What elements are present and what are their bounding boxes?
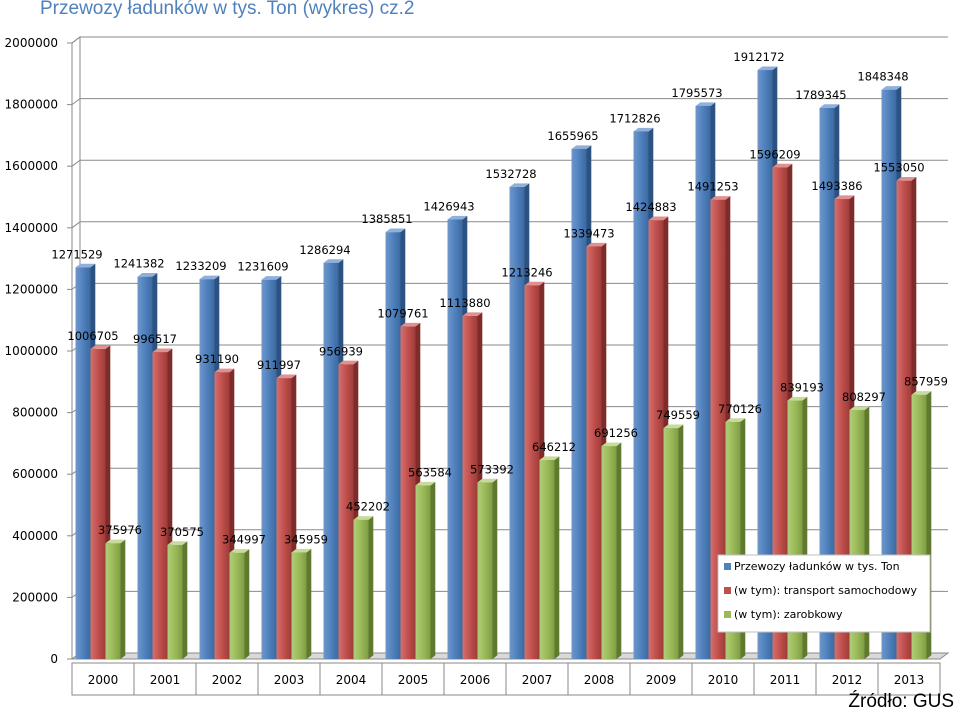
data-label: 1079761 bbox=[377, 306, 428, 320]
bar bbox=[663, 424, 684, 659]
legend: Przewozy ładunków w tys. Ton (w tym): tra… bbox=[717, 554, 931, 633]
data-label: 1912172 bbox=[733, 50, 784, 64]
data-label: 1231609 bbox=[237, 260, 288, 274]
legend-entry: Przewozy ładunków w tys. Ton bbox=[734, 560, 900, 573]
data-label: 1532728 bbox=[485, 167, 536, 181]
data-label: 1113880 bbox=[439, 296, 490, 310]
x-tick-label: 2004 bbox=[336, 673, 367, 687]
chart-title: Przewozy ładunków w tys. Ton (wykres) cz… bbox=[40, 0, 415, 19]
data-label: 1213246 bbox=[501, 265, 552, 279]
data-label: 1795573 bbox=[671, 86, 722, 100]
bar bbox=[477, 478, 498, 659]
data-label: 1712826 bbox=[609, 111, 660, 125]
y-tick-label: 0 bbox=[50, 652, 58, 666]
y-tick-label: 1600000 bbox=[5, 159, 58, 173]
data-label: 770126 bbox=[718, 402, 762, 416]
bars bbox=[75, 66, 932, 660]
bar bbox=[539, 456, 560, 659]
legend-entry: (w tym): transport samochodowy bbox=[734, 584, 918, 597]
data-label: 956939 bbox=[319, 344, 363, 358]
x-tick-label: 2002 bbox=[212, 673, 243, 687]
data-label: 911997 bbox=[257, 358, 301, 372]
bar bbox=[167, 541, 188, 659]
data-label: 749559 bbox=[656, 408, 700, 422]
data-label: 1233209 bbox=[175, 259, 226, 273]
data-label: 1426943 bbox=[423, 200, 474, 214]
y-tick-label: 400000 bbox=[12, 529, 58, 543]
legend-box bbox=[717, 554, 931, 633]
y-tick-label: 1800000 bbox=[5, 98, 58, 112]
data-label: 1241382 bbox=[113, 257, 164, 271]
x-tick-label: 2003 bbox=[274, 673, 305, 687]
data-labels: 1271529 1241382 1233209 1231609 1286294 13858… bbox=[51, 50, 948, 547]
x-tick-label: 2013 bbox=[894, 673, 925, 687]
data-label: 1655965 bbox=[547, 129, 598, 143]
data-label: 839193 bbox=[780, 381, 824, 395]
bar bbox=[229, 549, 250, 659]
legend-entry: (w tym): zarobkowy bbox=[734, 608, 843, 621]
x-tick-label: 2009 bbox=[646, 673, 677, 687]
data-label: 1848348 bbox=[857, 70, 908, 84]
x-tick-label: 2006 bbox=[460, 673, 491, 687]
data-label: 563584 bbox=[408, 465, 452, 479]
data-label: 1596209 bbox=[749, 147, 800, 161]
bar bbox=[291, 548, 312, 659]
data-label: 931190 bbox=[195, 352, 239, 366]
data-label: 1385851 bbox=[361, 212, 412, 226]
data-label: 573392 bbox=[470, 462, 514, 476]
data-label: 646212 bbox=[532, 440, 576, 454]
y-tick-label: 2000000 bbox=[5, 36, 58, 50]
data-label: 1424883 bbox=[625, 200, 676, 214]
y-tick-label: 200000 bbox=[12, 590, 58, 604]
x-tick-label: 2012 bbox=[832, 673, 863, 687]
x-tick-label: 2010 bbox=[708, 673, 739, 687]
y-tick-label: 800000 bbox=[12, 406, 58, 420]
bar bbox=[105, 539, 126, 659]
data-label: 1493386 bbox=[811, 179, 862, 193]
x-tick-label: 2008 bbox=[584, 673, 615, 687]
data-label: 345959 bbox=[284, 532, 328, 546]
x-tick-label: 2011 bbox=[770, 673, 801, 687]
data-label: 1553050 bbox=[873, 161, 924, 175]
data-label: 1339473 bbox=[563, 226, 614, 240]
y-tick-label: 1400000 bbox=[5, 221, 58, 235]
x-tick-label: 2001 bbox=[150, 673, 181, 687]
data-label: 996517 bbox=[133, 332, 177, 346]
data-label: 1286294 bbox=[299, 243, 350, 257]
gridline bbox=[71, 159, 948, 167]
source-note: Źródło: GUS bbox=[848, 691, 954, 712]
data-label: 1271529 bbox=[51, 247, 102, 261]
data-label: 344997 bbox=[222, 533, 266, 547]
y-tick-label: 600000 bbox=[12, 467, 58, 481]
y-tick-label: 1200000 bbox=[5, 282, 58, 296]
data-label: 370575 bbox=[160, 525, 204, 539]
data-label: 808297 bbox=[842, 390, 886, 404]
legend-swatch bbox=[724, 563, 731, 570]
data-label: 1789345 bbox=[795, 88, 846, 102]
data-label: 1491253 bbox=[687, 180, 738, 194]
bar bbox=[415, 481, 436, 659]
legend-swatch bbox=[724, 611, 731, 618]
data-label: 691256 bbox=[594, 426, 638, 440]
y-tick-label: 1000000 bbox=[5, 344, 58, 358]
axes: 0200000400000600000800000100000012000001… bbox=[5, 36, 950, 696]
bar bbox=[353, 516, 374, 659]
data-label: 1006705 bbox=[67, 329, 118, 343]
gridline bbox=[71, 36, 948, 44]
data-label: 452202 bbox=[346, 500, 390, 514]
x-tick-label: 2007 bbox=[522, 673, 553, 687]
data-label: 857959 bbox=[904, 375, 948, 389]
legend-swatch bbox=[724, 587, 731, 594]
data-label: 375976 bbox=[98, 523, 142, 537]
x-tick-label: 2005 bbox=[398, 673, 429, 687]
bar bbox=[601, 442, 622, 659]
x-tick-label: 2000 bbox=[88, 673, 119, 687]
